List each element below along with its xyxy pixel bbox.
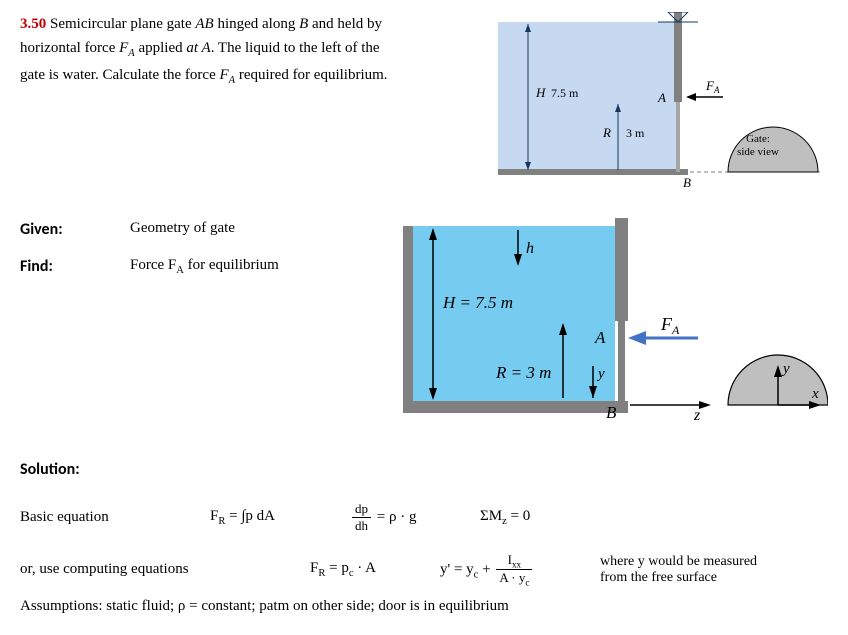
- where-line1: where y would be measured: [600, 554, 800, 570]
- prob-line2-prefix: horizontal force: [20, 40, 119, 56]
- given-label: Given:: [20, 220, 130, 239]
- fig2-FA: FA: [660, 314, 680, 337]
- fig1-water: [498, 22, 678, 172]
- at-A: at A: [186, 40, 210, 56]
- prob-line2-end: . The liquid to the left of the: [211, 40, 380, 56]
- prob-line1-end: and held by: [308, 16, 382, 32]
- fig2-z: z: [693, 407, 701, 424]
- fig2-y2: y: [781, 361, 790, 377]
- ixx-num: Ixx: [496, 552, 532, 571]
- pca-mid: = p: [325, 560, 348, 576]
- problem-statement: 3.50 Semicircular plane gate AB hinged a…: [20, 12, 480, 90]
- ixx-den: A · yc: [496, 570, 532, 588]
- sum-m-rhs: = 0: [507, 508, 530, 524]
- basic-equation-row: Basic equation FR = ∫p dA dp dh = ρ · g …: [20, 501, 828, 534]
- fig2-left-wall: [403, 226, 413, 413]
- eq-fr-int: FR = ∫p dA: [210, 508, 350, 527]
- basic-eq-label: Basic equation: [20, 509, 210, 526]
- ixx-xx: xx: [512, 559, 521, 569]
- frac-ixx: Ixx A · yc: [496, 552, 532, 588]
- fig1-FA-arrow: [686, 93, 696, 101]
- fig2-h: h: [526, 240, 534, 257]
- fig2-FA-arrow: [628, 331, 646, 345]
- eq-dpdh: dp dh = ρ · g: [350, 501, 480, 534]
- fig1-gate-line1: Gate:: [746, 133, 770, 145]
- force-F: F: [119, 40, 128, 56]
- fig1-H-val: 7.5 m: [551, 86, 579, 100]
- fig2-right-wall-upper: [615, 218, 628, 321]
- assumptions: Assumptions: static fluid; ρ = constant;…: [20, 598, 828, 615]
- find-sub: A: [176, 265, 184, 276]
- fig2-floor: [403, 401, 628, 413]
- figure-top: H 7.5 m R 3 m A B FA Gate: side view: [488, 12, 828, 192]
- eq-sum-m: ΣMz = 0: [480, 508, 600, 527]
- fr-rhs: = ∫p dA: [225, 508, 275, 524]
- frac-dpdh: dp dh: [352, 501, 371, 534]
- fig2-A: A: [594, 328, 606, 347]
- fig2-H-eq: H = 7.5 m: [442, 293, 513, 312]
- fig1-FA: FA: [705, 78, 720, 95]
- ixx-den-a: A · y: [499, 570, 525, 585]
- yp-lhs: y' = y: [440, 561, 474, 577]
- fig2-gate: [618, 321, 625, 401]
- solution-label: Solution:: [20, 460, 828, 479]
- yp-plus: +: [478, 561, 494, 577]
- force-F2: F: [220, 67, 229, 83]
- fig2-z-arrow: [699, 401, 711, 409]
- fig1-gate-line2: side view: [737, 146, 779, 158]
- fig2-x: x: [811, 386, 819, 402]
- figure1-svg: H 7.5 m R 3 m A B FA Gate: side view: [488, 12, 828, 192]
- eq-yprime: y' = y c + Ixx A · yc: [440, 552, 600, 588]
- dpdh-rhs: = ρ · g: [373, 509, 416, 525]
- fig1-R-val: 3 m: [626, 126, 645, 140]
- prob-line3: gate is water. Calculate the force: [20, 67, 220, 83]
- prob-line1-prefix: Semicircular plane gate: [50, 16, 195, 32]
- computing-equations-row: or, use computing equations FR = pc · A …: [20, 552, 828, 588]
- ixx-den-sub: c: [525, 578, 529, 588]
- eq-fr-pca: FR = pc · A: [310, 560, 440, 579]
- gate-AB: AB: [195, 16, 213, 32]
- where-line2: from the free surface: [600, 570, 800, 586]
- pca-end: · A: [354, 560, 377, 576]
- problem-number: 3.50: [20, 16, 46, 32]
- fig2-y: y: [596, 366, 605, 382]
- find-label: Find:: [20, 257, 130, 276]
- find-end: for equilibrium: [184, 257, 279, 273]
- figure-middle: H = 7.5 m R = 3 m h y A B FA z x y: [398, 218, 828, 428]
- sum-m: ΣM: [480, 508, 502, 524]
- fig1-A: A: [657, 90, 666, 105]
- dp-den: dh: [352, 518, 371, 534]
- fig2-B: B: [606, 403, 617, 422]
- where-note: where y would be measured from the free …: [600, 554, 800, 586]
- fig2-R-eq: R = 3 m: [495, 363, 551, 382]
- prob-line1-mid: hinged along: [214, 16, 299, 32]
- prob-line2-mid: applied: [135, 40, 187, 56]
- dp-num: dp: [352, 501, 371, 518]
- hinge-B: B: [299, 16, 308, 32]
- fig1-B: B: [683, 175, 691, 190]
- find-prefix: Force F: [130, 257, 176, 273]
- fig1-R-label: R: [602, 125, 611, 140]
- figure2-svg: H = 7.5 m R = 3 m h y A B FA z x y: [398, 218, 828, 428]
- or-compute-label: or, use computing equations: [20, 561, 310, 578]
- prob-line3-end: required for equilibrium.: [235, 67, 387, 83]
- fig1-H-label: H: [535, 85, 546, 100]
